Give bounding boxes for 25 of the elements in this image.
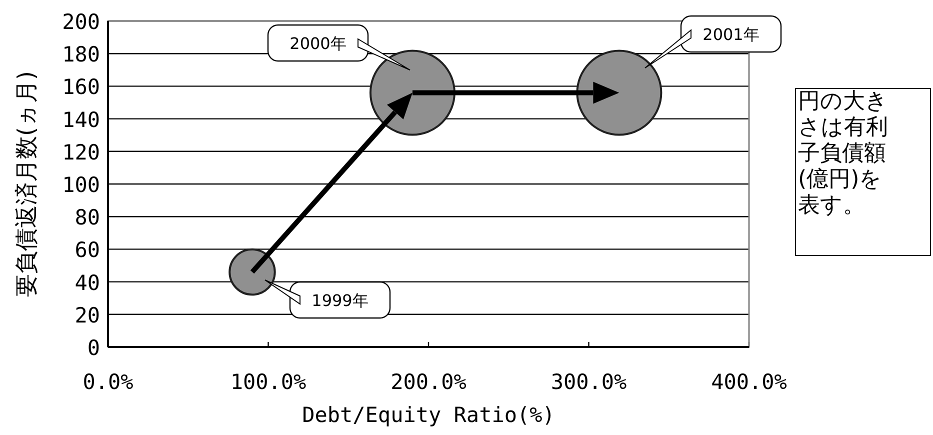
y-tick-label: 20 — [74, 303, 100, 328]
annotation: 1999年 — [312, 291, 368, 310]
y-tick-label: 0 — [87, 336, 100, 360]
annotation: 2000年 — [290, 34, 346, 53]
y-tick-label: 40 — [74, 270, 100, 295]
x-tick-label: 0.0% — [82, 370, 134, 394]
y-tick-label: 200 — [62, 10, 100, 34]
y-tick-label: 120 — [62, 140, 100, 164]
y-tick-label: 160 — [62, 75, 100, 100]
y-tick-label: 100 — [62, 173, 100, 197]
x-tick-label: 300.0% — [550, 370, 628, 394]
text: 円の大きさは有利子負債額(億円)を表す。 — [798, 89, 889, 219]
y-axis-title: 要負債返済月数(ヵ月) — [14, 71, 40, 297]
callout: 1999年 — [264, 280, 391, 319]
y-tick-label: 180 — [62, 42, 100, 67]
y-tick-label: 80 — [74, 206, 100, 230]
y-tick-label: 140 — [62, 108, 100, 132]
callout: 2001年 — [644, 15, 782, 68]
y-tick-label: 60 — [74, 238, 100, 262]
callout: 2000年 — [267, 24, 410, 70]
x-tick-label: 200.0% — [390, 370, 467, 394]
annotation: 2001年 — [702, 25, 760, 44]
x-tick-label: 400.0% — [711, 370, 788, 394]
x-tick-label: 100.0% — [230, 370, 307, 394]
x-axis-title: Debt/Equity Ratio(%) — [302, 403, 555, 427]
